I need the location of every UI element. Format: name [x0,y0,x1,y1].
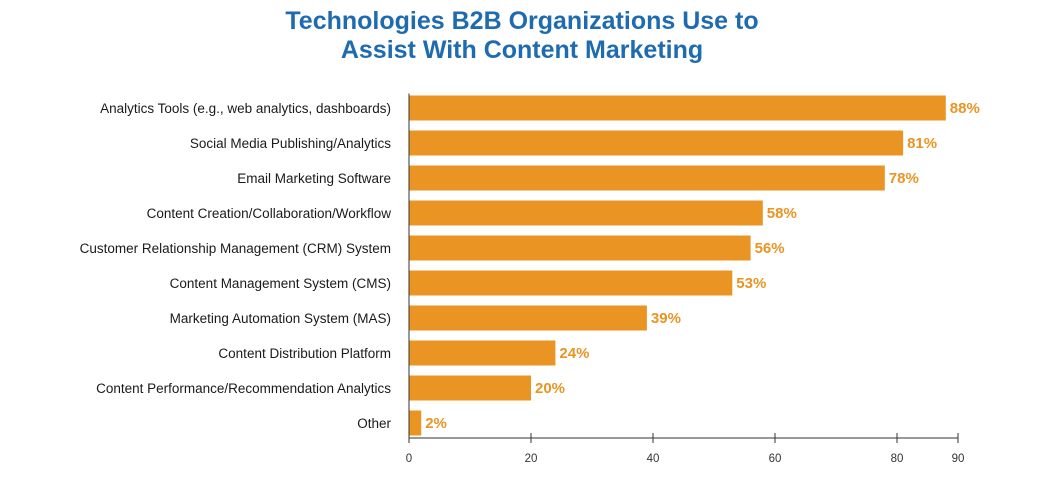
x-tick-label: 40 [647,453,660,465]
bar [409,270,733,296]
category-label: Other [357,416,391,431]
value-label: 39% [651,310,681,327]
category-label: Email Marketing Software [237,171,391,186]
bar [409,375,531,401]
category-label: Content Distribution Platform [218,346,391,361]
value-label: 24% [559,345,589,362]
category-label: Marketing Automation System (MAS) [170,311,391,326]
category-label: Content Management System (CMS) [170,276,391,291]
x-tick-label: 0 [406,453,412,465]
category-label: Customer Relationship Management (CRM) S… [80,241,391,256]
value-label: 56% [755,240,785,257]
x-axis: 0 20 40 60 80 90 [406,93,965,465]
bar [409,235,751,261]
value-label: 20% [535,380,565,397]
bar [409,95,946,121]
value-labels: 88% 81% 78% 58% 56% 53% 39% 24% 20% 2% [425,100,980,432]
chart-title-line-1: Technologies B2B Organizations Use to [285,7,758,35]
value-label: 58% [767,205,797,222]
category-label: Content Creation/Collaboration/Workflow [147,206,392,221]
category-label: Analytics Tools (e.g., web analytics, da… [100,101,391,116]
chart-title-line-2: Assist With Content Marketing [341,36,703,64]
bar [409,305,647,331]
x-tick-label: 90 [952,453,965,465]
bar [409,200,763,226]
bars-group [409,95,946,436]
category-label: Social Media Publishing/Analytics [190,136,391,151]
bar [409,340,556,366]
x-tick-label: 60 [769,453,782,465]
x-tick-label: 80 [891,453,904,465]
category-labels: Analytics Tools (e.g., web analytics, da… [80,101,392,431]
value-label: 81% [907,135,937,152]
bar [409,410,422,436]
value-label: 2% [425,415,447,432]
bar [409,130,904,156]
bar [409,165,885,191]
value-label: 88% [950,100,980,117]
x-tick-label: 20 [525,453,538,465]
value-label: 78% [889,170,919,187]
category-label: Content Performance/Recommendation Analy… [96,381,391,396]
value-label: 53% [736,275,766,292]
